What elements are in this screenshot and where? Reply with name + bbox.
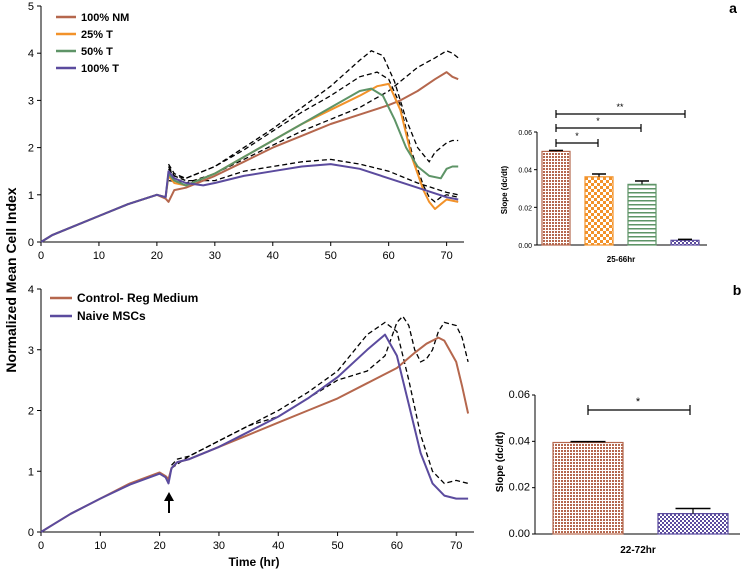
top-line-series-line	[40, 82, 459, 243]
bottom-line-series-line	[40, 333, 469, 533]
bottom-bar-ylabel: Slope (dc/dt)	[495, 432, 506, 493]
bottom-line-xtick-label: 40	[272, 540, 284, 552]
bottom-line-series-line	[40, 336, 470, 533]
top-bar-xlabel: 25-66hr	[607, 255, 635, 264]
bottom-bar-xlabel: 22-72hr	[620, 545, 656, 556]
top-line-xtick-label: 60	[383, 250, 395, 262]
bottom-line-xtick-label: 20	[154, 540, 166, 552]
top-line-series-line	[40, 87, 459, 243]
top-line-chart: 0 1 2 3 4 5 0 10 20 30 40 50 60 70 100% NM 25% T 50%…	[28, 1, 464, 262]
bottom-bar-bar	[552, 441, 624, 535]
legend-control: Control- Reg Medium	[77, 291, 198, 305]
bottom-bar-bar	[657, 513, 729, 535]
top-line-ytick-label: 1	[28, 190, 34, 202]
bottom-bar-ytick-label: 0.06	[509, 389, 530, 401]
bottom-legend: Control- Reg Medium Naive MSCs	[50, 291, 198, 323]
sig-label-3: *	[575, 131, 579, 141]
top-line-error-band	[167, 50, 459, 180]
top-bar-ytick-label: 0.06	[518, 130, 532, 137]
top-line-ytick-label: 4	[28, 48, 34, 60]
sig-label-2: *	[596, 116, 600, 126]
bottom-line-ytick-label: 1	[28, 466, 34, 478]
top-line-xtick-label: 40	[267, 250, 279, 262]
top-bar-ytick-label: 0.02	[518, 205, 532, 212]
top-bar-bar	[670, 239, 700, 246]
top-line-xtick-label: 20	[151, 250, 163, 262]
panel-label-b: b	[733, 282, 742, 298]
bottom-line-xtick-label: 50	[331, 540, 343, 552]
top-line-xtick-label: 30	[209, 250, 221, 262]
top-bar-bar	[627, 183, 657, 246]
sig-label-1: **	[616, 102, 624, 112]
top-bar-ytick-label: 0.04	[518, 168, 532, 175]
legend-naive: Naive MSCs	[77, 309, 146, 323]
bottom-line-ytick-label: 3	[28, 345, 34, 357]
top-line-xtick-label: 10	[93, 250, 105, 262]
sig-label-b: *	[636, 396, 641, 408]
top-line-series-line	[40, 163, 459, 243]
top-line-xtick-label: 0	[38, 250, 44, 262]
top-bar-bar	[541, 150, 571, 246]
bottom-bar-ytick-label: 0.04	[509, 435, 530, 447]
bottom-line-ytick-label: 2	[28, 406, 34, 418]
legend-25t: 25% T	[81, 29, 113, 41]
y-axis-label: Normalized Mean Cell Index	[3, 187, 19, 372]
bottom-line-ytick-label: 0	[28, 527, 34, 539]
bottom-line-chart: 0 1 2 3 4 0 10 20 30 40 50 60 70 Control- Reg Mediu…	[28, 284, 474, 569]
bottom-bar-ytick-label: 0.02	[509, 482, 530, 494]
top-line-ytick-label: 5	[28, 1, 34, 13]
arrow-annotation	[164, 492, 174, 513]
bottom-line-xtick-label: 30	[213, 540, 225, 552]
bottom-line-xtick-label: 60	[391, 540, 403, 552]
legend-50t: 50% T	[81, 46, 113, 58]
top-line-xtick-label: 70	[440, 250, 452, 262]
bottom-line-xtick-label: 70	[450, 540, 462, 552]
legend-nm: 100% NM	[81, 12, 129, 24]
top-bar-ytick-label: 0.00	[518, 243, 532, 250]
top-legend: 100% NM 25% T 50% T 100% T	[56, 12, 129, 75]
top-bar-ylabel: Slope (dc/dt)	[500, 165, 509, 214]
bottom-line-xtick-label: 10	[94, 540, 106, 552]
top-bar-bar	[584, 176, 614, 246]
bottom-bar-chart: 0.00 0.02 0.04 0.06 * Slope (dc/dt) 22-72hr	[495, 389, 740, 556]
top-bar-chart: 0.00 0.02 0.04 0.06 ** * * Slope (dc/dt) 25…	[500, 102, 707, 264]
top-line-ytick-label: 3	[28, 95, 34, 107]
bottom-line-ytick-label: 4	[28, 284, 34, 296]
panel-label-a: a	[729, 0, 737, 16]
bottom-line-xtick-label: 0	[38, 540, 44, 552]
legend-100t: 100% T	[81, 63, 119, 75]
top-line-error-band	[167, 158, 459, 196]
top-line-ytick-label: 0	[28, 237, 34, 249]
top-line-xtick-label: 50	[325, 250, 337, 262]
bottom-line-error-band	[171, 315, 469, 469]
x-axis-label: Time (hr)	[228, 555, 279, 569]
top-line-ytick-label: 2	[28, 143, 34, 155]
arrow-head	[164, 492, 174, 501]
bottom-bar-ytick-label: 0.00	[509, 528, 530, 540]
top-line-error-band	[167, 71, 459, 203]
